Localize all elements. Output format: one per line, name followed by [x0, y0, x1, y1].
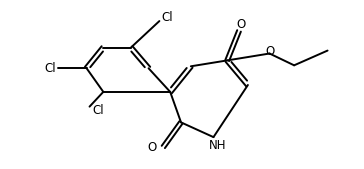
Text: Cl: Cl [44, 62, 56, 75]
Text: Cl: Cl [92, 104, 104, 117]
Text: NH: NH [209, 139, 226, 152]
Text: O: O [265, 45, 274, 58]
Text: O: O [147, 141, 156, 154]
Text: O: O [236, 18, 246, 31]
Text: Cl: Cl [162, 11, 173, 24]
